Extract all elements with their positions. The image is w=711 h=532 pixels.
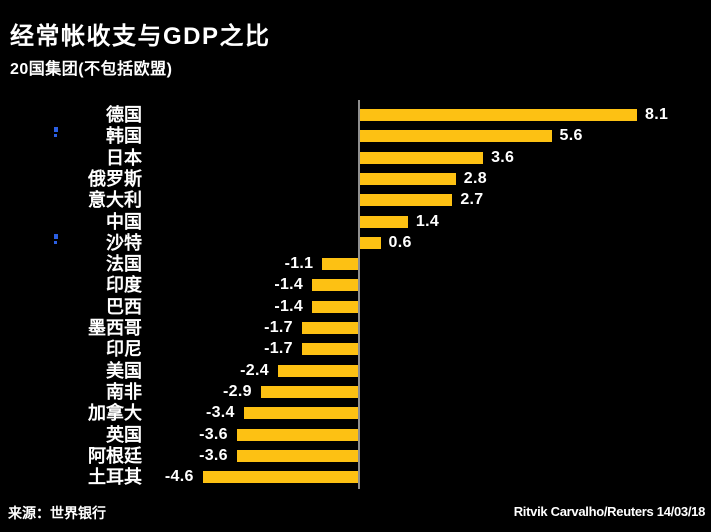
bar	[202, 471, 360, 484]
bar	[360, 151, 484, 164]
blue-artifact-dot	[54, 241, 57, 244]
country-label: 沙特	[106, 232, 142, 253]
country-label: 德国	[106, 105, 142, 125]
country-label: 南非	[106, 381, 142, 402]
country-label: 巴西	[106, 296, 142, 317]
bar	[322, 258, 360, 271]
bar	[236, 428, 360, 441]
bar	[360, 172, 456, 185]
country-label: 加拿大	[88, 403, 142, 424]
value-label: 1.4	[415, 212, 440, 230]
value-label: 2.8	[463, 169, 487, 187]
zero-axis-line	[358, 100, 360, 489]
value-label: -2.9	[223, 382, 252, 400]
country-label: 印尼	[106, 339, 142, 360]
country-label: 日本	[106, 147, 142, 168]
bar	[301, 322, 360, 334]
value-label: -3.6	[199, 425, 228, 443]
value-label: -1.4	[274, 276, 304, 294]
blue-artifact-dash	[54, 234, 58, 239]
country-label: 土耳其	[88, 467, 142, 488]
value-label: -3.6	[199, 446, 228, 464]
bar	[360, 194, 453, 207]
source-label: 来源：世界银行	[8, 505, 106, 521]
credit-label: Ritvik Carvalho/Reuters 14/03/18	[513, 504, 706, 519]
country-label: 法国	[106, 254, 142, 275]
bar	[360, 130, 552, 143]
blue-artifact-dash	[54, 127, 58, 132]
blue-artifact-dot	[54, 134, 57, 137]
value-label: -1.7	[264, 340, 293, 358]
value-label: 8.1	[645, 106, 669, 123]
bar	[312, 300, 360, 313]
country-label: 阿根廷	[88, 445, 142, 466]
country-label: 俄罗斯	[88, 168, 142, 189]
blue-artifact-mark	[54, 127, 58, 138]
bar	[260, 385, 360, 398]
bar	[360, 109, 638, 121]
bar	[236, 449, 360, 462]
value-label: 3.6	[491, 148, 515, 166]
value-label: -3.4	[205, 404, 235, 422]
value-label: -1.1	[284, 255, 314, 273]
value-label: 2.7	[460, 191, 484, 209]
bar	[243, 407, 360, 420]
country-label: 印度	[106, 275, 142, 296]
country-label: 墨西哥	[88, 318, 142, 338]
bar	[360, 236, 381, 249]
country-label: 意大利	[88, 190, 142, 211]
bar	[360, 215, 408, 228]
country-label: 中国	[106, 211, 142, 232]
country-label: 英国	[106, 424, 142, 445]
bar	[301, 343, 360, 356]
chart-title: 经常帐收支与GDP之比	[10, 23, 271, 50]
chart-subtitle: 20国集团(不包括欧盟)	[10, 61, 173, 78]
value-label: 5.6	[559, 127, 583, 145]
value-label: 0.6	[388, 233, 412, 251]
country-label: 韩国	[106, 126, 142, 147]
bar	[312, 279, 360, 292]
value-label: -1.4	[274, 297, 304, 315]
blue-artifact-mark	[54, 234, 58, 245]
bar	[277, 364, 360, 377]
value-label: -4.6	[164, 468, 194, 486]
value-label: -2.4	[240, 361, 269, 379]
country-label: 美国	[106, 360, 142, 381]
value-label: -1.7	[264, 319, 293, 336]
